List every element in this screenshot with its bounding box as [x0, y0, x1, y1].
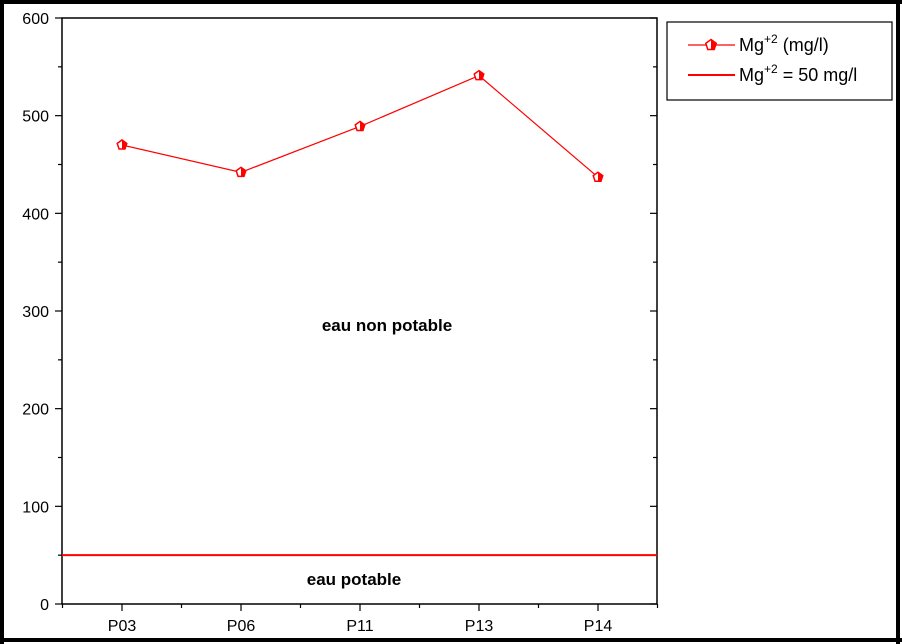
y-tick-label: 200: [22, 402, 49, 419]
legend-series-superscript: +2: [764, 32, 778, 46]
legend-threshold-suffix: = 50 mg/l: [783, 65, 858, 85]
series-group: [116, 69, 604, 182]
legend-series-unit: (mg/l): [783, 35, 829, 55]
y-axis-ticks: 0 100 200 300 400 500 600: [22, 11, 657, 614]
legend-entry-threshold: Mg+2 = 50 mg/l: [688, 62, 857, 85]
legend-threshold-mg: Mg: [739, 65, 764, 85]
legend-series-mg: Mg: [739, 35, 764, 55]
y-tick-label: 400: [22, 206, 49, 223]
y-tick-label: 600: [22, 11, 49, 28]
x-tick-label: P06: [227, 618, 256, 635]
legend-series-label: Mg+2 (mg/l): [739, 32, 829, 55]
legend-threshold-label: Mg+2 = 50 mg/l: [739, 62, 857, 85]
series-marker-fill: [241, 167, 246, 177]
legend: Mg+2 (mg/l) Mg+2 = 50 mg/l: [666, 21, 893, 101]
series-marker-fill: [122, 139, 127, 150]
legend-series-marker-fill: [711, 39, 717, 50]
x-tick-label: P14: [584, 618, 613, 635]
image-border-bottom: [0, 638, 902, 642]
x-tick-label: P13: [465, 618, 494, 635]
x-tick-label: P03: [108, 618, 137, 635]
legend-threshold-superscript: +2: [764, 62, 778, 76]
y-tick-label: 0: [40, 597, 49, 614]
y-tick-label: 300: [22, 304, 49, 321]
plot-area-frame: [61, 17, 658, 605]
image-border-right: [896, 0, 900, 644]
annotation-potable: eau potable: [307, 570, 401, 589]
legend-box: [666, 21, 893, 101]
annotation-non-potable: eau non potable: [322, 316, 452, 335]
image-border-top: [0, 0, 902, 4]
y-tick-label: 500: [22, 109, 49, 126]
y-tick-label: 100: [22, 499, 49, 516]
series-marker-fill: [360, 121, 365, 131]
x-tick-label: P11: [346, 618, 373, 635]
series-marker-fill: [479, 70, 484, 80]
image-border-left: [0, 0, 4, 644]
series-marker-fill: [598, 172, 603, 182]
legend-entry-series: Mg+2 (mg/l): [688, 32, 829, 55]
x-axis-ticks: P03 P06 P11 P13 P14: [61, 604, 659, 635]
